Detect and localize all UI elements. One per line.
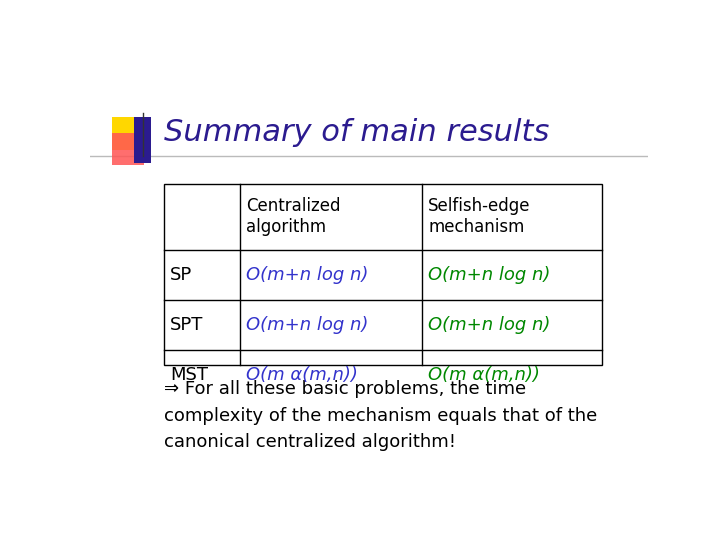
Bar bbox=[134, 117, 151, 164]
Text: O(m+n log n): O(m+n log n) bbox=[246, 316, 369, 334]
Text: Centralized
algorithm: Centralized algorithm bbox=[246, 198, 341, 237]
Text: O(m+n log n): O(m+n log n) bbox=[246, 266, 369, 284]
Bar bbox=[112, 117, 144, 150]
Bar bbox=[112, 132, 144, 165]
Bar bbox=[163, 184, 601, 365]
Text: O(m α(m,n)): O(m α(m,n)) bbox=[428, 366, 540, 384]
Text: Summary of main results: Summary of main results bbox=[163, 118, 549, 147]
Text: O(m α(m,n)): O(m α(m,n)) bbox=[246, 366, 359, 384]
Text: SP: SP bbox=[170, 266, 192, 284]
Text: MST: MST bbox=[170, 366, 208, 384]
Text: O(m+n log n): O(m+n log n) bbox=[428, 266, 551, 284]
Text: O(m+n log n): O(m+n log n) bbox=[428, 316, 551, 334]
Text: ⇒ For all these basic problems, the time
complexity of the mechanism equals that: ⇒ For all these basic problems, the time… bbox=[163, 381, 597, 451]
Text: SPT: SPT bbox=[170, 316, 203, 334]
Text: Selfish-edge
mechanism: Selfish-edge mechanism bbox=[428, 198, 531, 237]
